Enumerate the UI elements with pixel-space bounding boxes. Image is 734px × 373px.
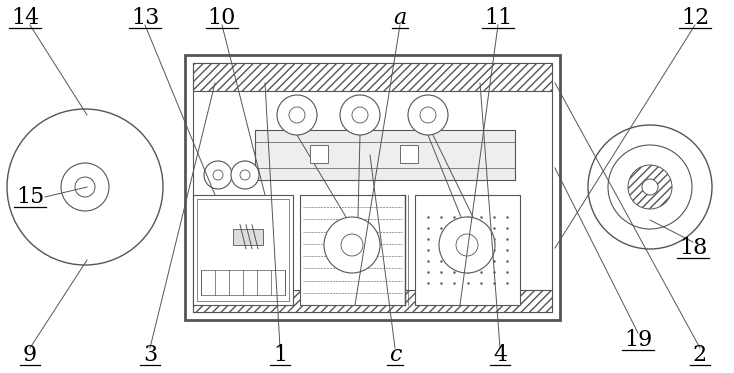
Bar (400, 145, 418, 163)
Circle shape (588, 125, 712, 249)
Circle shape (7, 109, 163, 265)
Text: a: a (393, 7, 407, 29)
Circle shape (61, 163, 109, 211)
Text: 1: 1 (273, 344, 287, 366)
Circle shape (340, 95, 380, 135)
Text: 12: 12 (681, 7, 709, 29)
Circle shape (408, 95, 448, 135)
Circle shape (608, 145, 692, 229)
Bar (201, 270, 285, 295)
Text: 15: 15 (16, 186, 44, 208)
Bar (185, 55, 560, 320)
Circle shape (231, 161, 259, 189)
Text: 10: 10 (208, 7, 236, 29)
Circle shape (341, 234, 363, 256)
Text: 9: 9 (23, 344, 37, 366)
Circle shape (204, 161, 232, 189)
Bar (197, 199, 289, 301)
Bar (300, 195, 405, 305)
Text: c: c (389, 344, 401, 366)
Circle shape (240, 170, 250, 180)
Text: 11: 11 (484, 7, 512, 29)
Bar (255, 130, 515, 180)
Text: 2: 2 (693, 344, 707, 366)
Bar (193, 63, 552, 91)
Text: 18: 18 (679, 237, 707, 259)
Circle shape (420, 107, 436, 123)
Text: 4: 4 (493, 344, 507, 366)
Bar (193, 290, 552, 312)
Bar (193, 195, 293, 305)
Circle shape (213, 170, 223, 180)
Circle shape (75, 177, 95, 197)
Text: 19: 19 (624, 329, 652, 351)
Circle shape (439, 217, 495, 273)
Bar (193, 63, 552, 312)
Bar (310, 145, 328, 163)
Circle shape (289, 107, 305, 123)
Circle shape (642, 179, 658, 195)
Bar (233, 229, 263, 245)
Circle shape (456, 234, 478, 256)
Text: 3: 3 (143, 344, 157, 366)
Text: 14: 14 (11, 7, 39, 29)
Text: 13: 13 (131, 7, 159, 29)
Circle shape (352, 107, 368, 123)
Circle shape (324, 217, 380, 273)
Circle shape (628, 165, 672, 209)
Bar (415, 195, 520, 305)
Circle shape (277, 95, 317, 135)
